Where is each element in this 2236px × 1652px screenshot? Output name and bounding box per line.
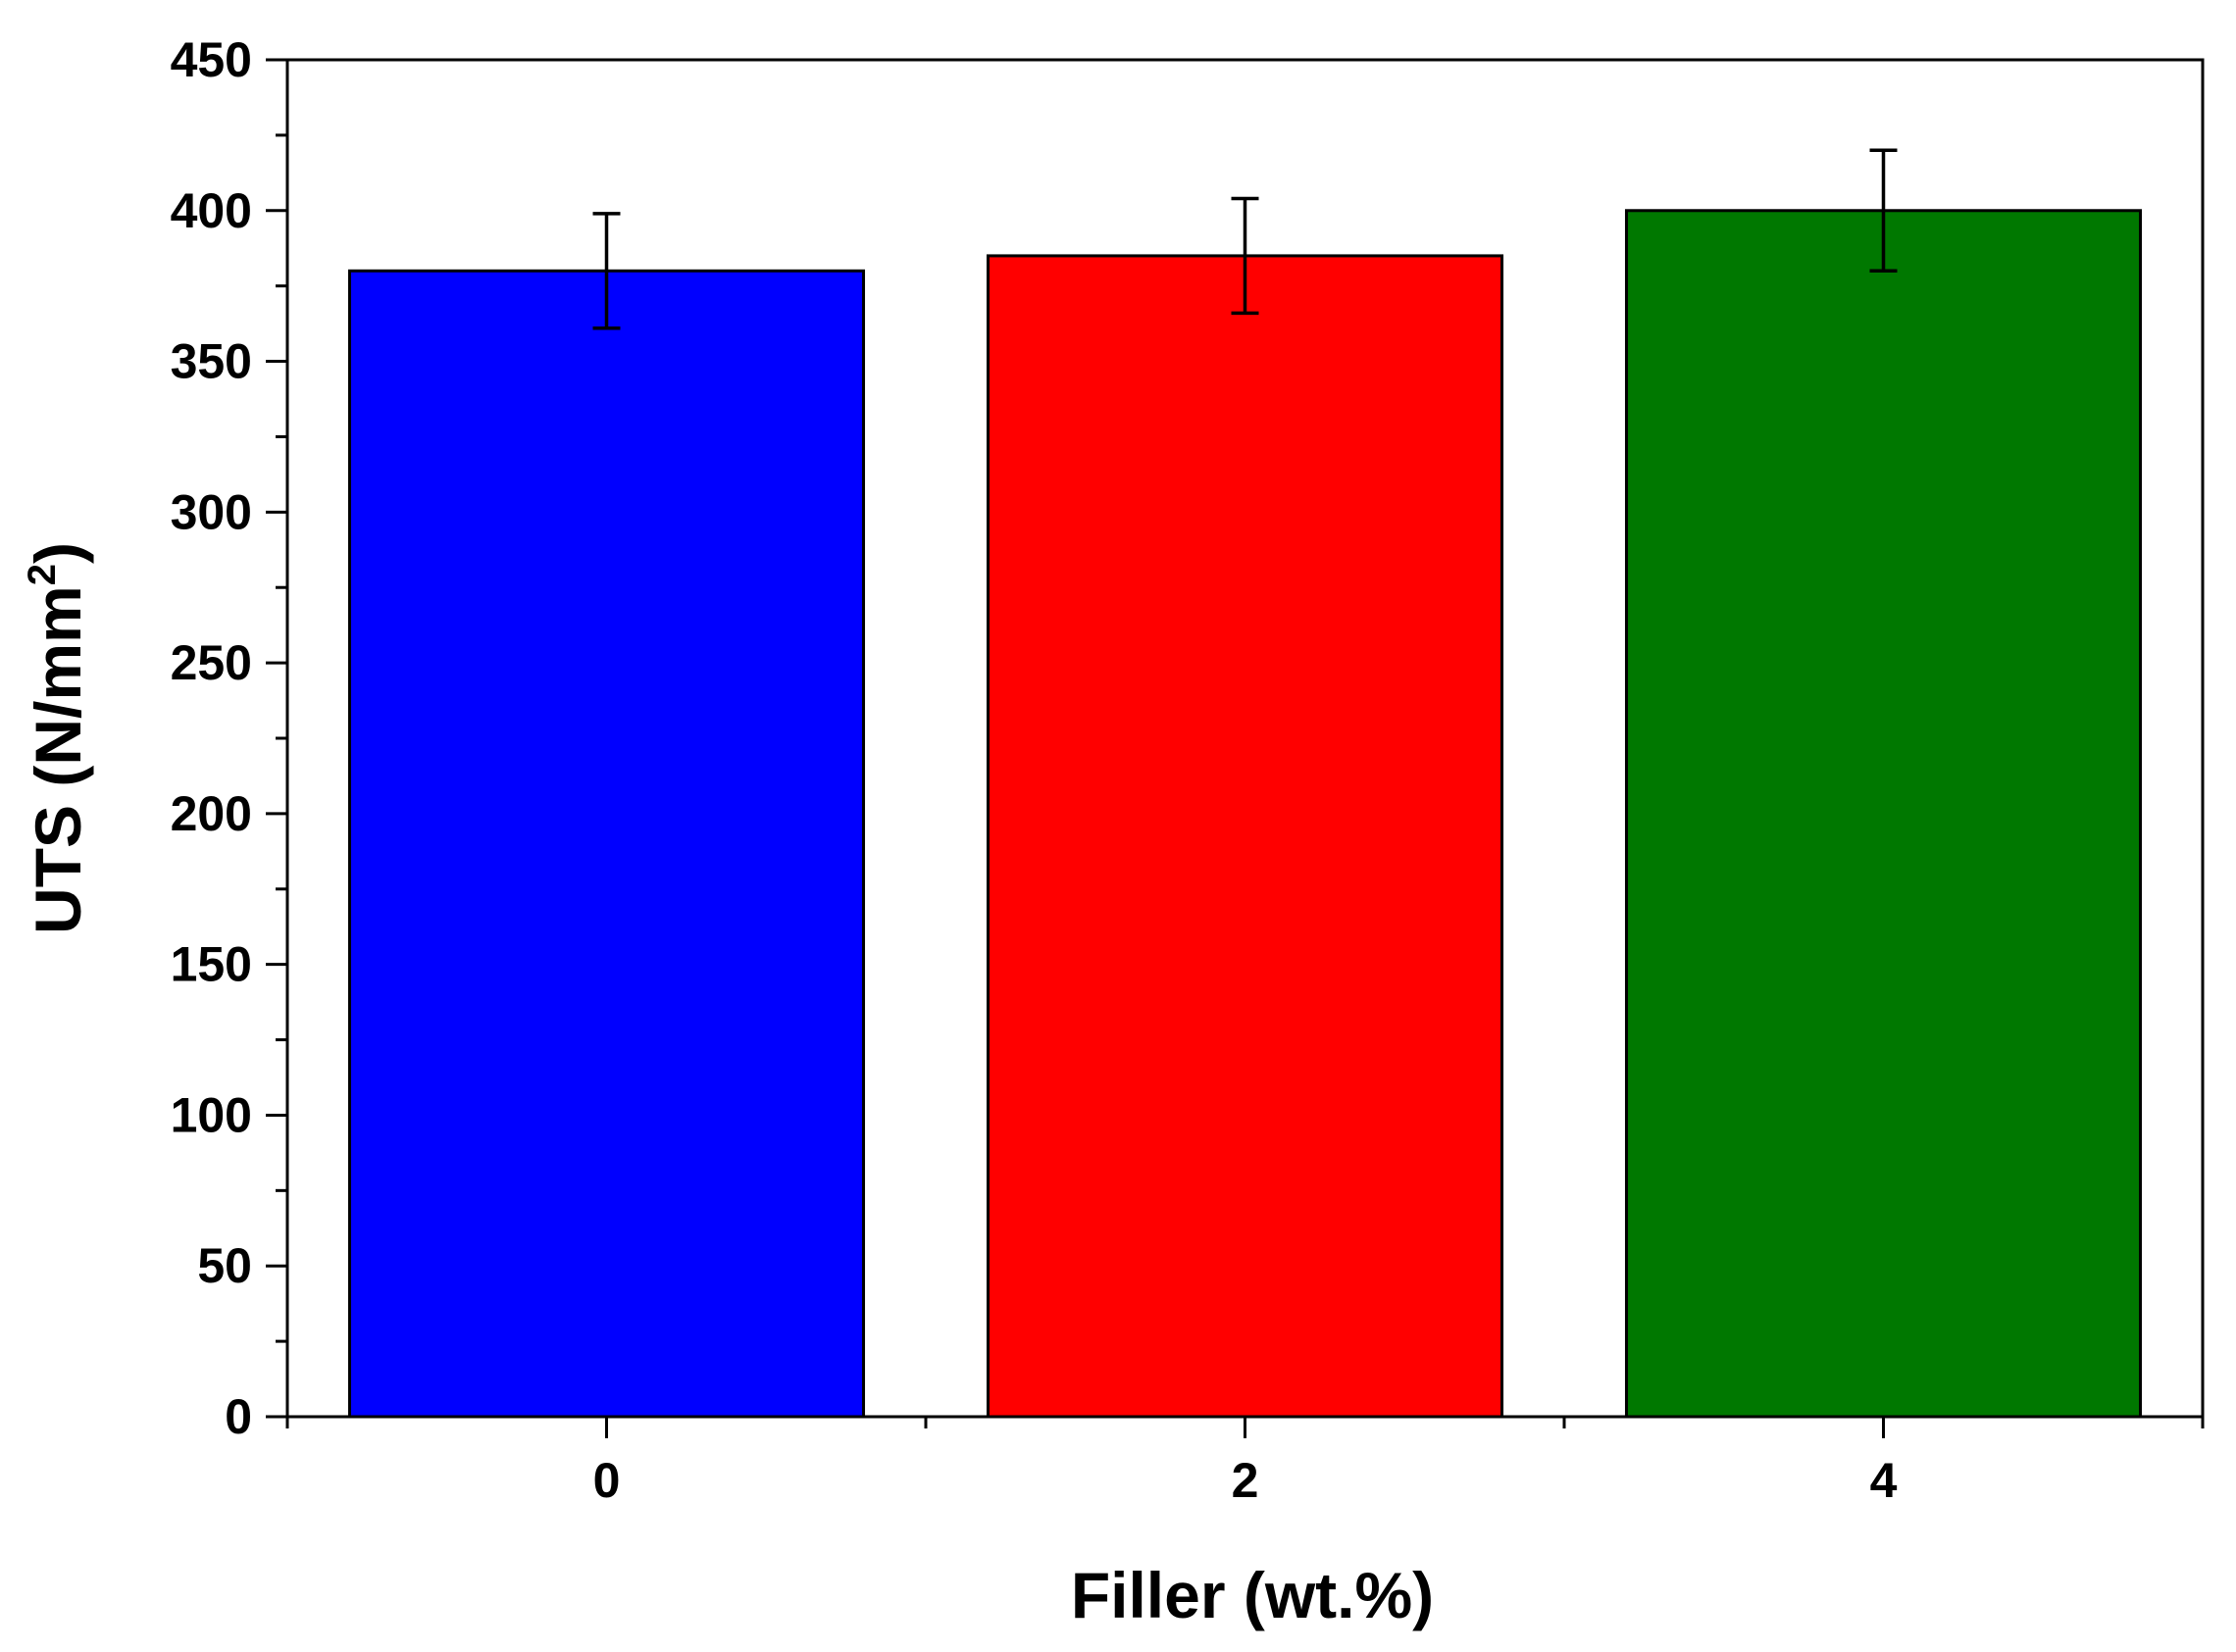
error-bars-group xyxy=(592,148,1898,330)
bars-group xyxy=(347,209,2143,1419)
x-tick-label: 4 xyxy=(1870,1453,1898,1508)
y-tick-label: 100 xyxy=(171,1087,252,1142)
y-tick-label: 50 xyxy=(197,1238,252,1293)
bar-0 xyxy=(347,269,866,1419)
x-axis-title: Filler (wt.%) xyxy=(1071,1559,1434,1631)
y-tick-label: 200 xyxy=(171,786,252,841)
bar-2 xyxy=(986,254,1504,1419)
y-axis: 0 50 100 150 200 250 300 350 400 450 xyxy=(171,32,287,1444)
y-tick-label: 350 xyxy=(171,334,252,389)
y-axis-title: UTS (N/mm2) xyxy=(21,542,94,934)
y-tick-label: 150 xyxy=(171,937,252,992)
y-axis-title-close: ) xyxy=(22,542,94,564)
y-tick-label: 300 xyxy=(171,484,252,539)
y-tick-label: 250 xyxy=(171,635,252,690)
x-tick-label: 0 xyxy=(593,1453,621,1508)
x-tick-label: 2 xyxy=(1232,1453,1259,1508)
y-tick-label: 450 xyxy=(171,32,252,87)
bar-4 xyxy=(1624,209,2143,1419)
y-tick-label: 400 xyxy=(171,183,252,238)
y-tick-label: 0 xyxy=(225,1389,252,1444)
y-axis-title-main: UTS (N/mm xyxy=(22,585,94,934)
y-axis-title-superscript: 2 xyxy=(21,564,64,585)
x-axis: 0 2 4 xyxy=(285,1417,2205,1508)
